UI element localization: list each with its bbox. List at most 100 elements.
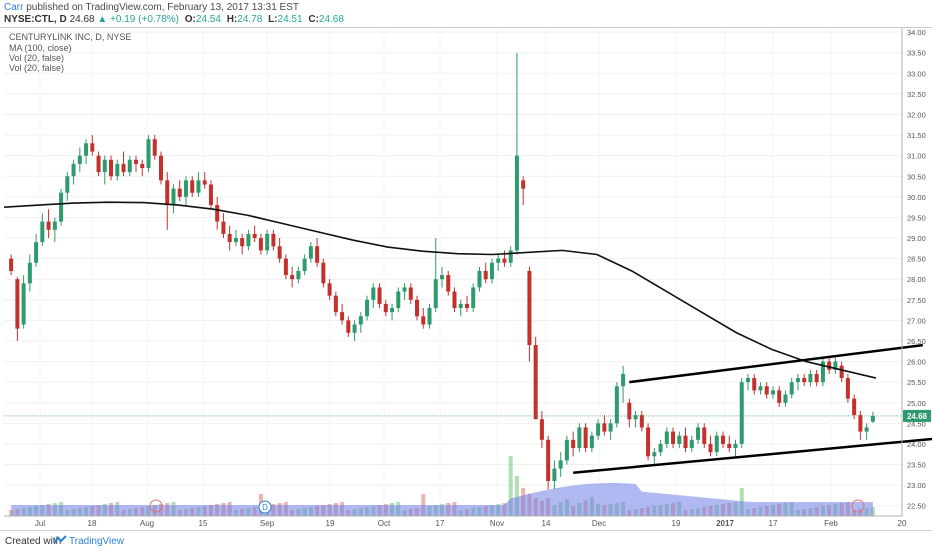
candle-body (271, 233, 276, 247)
x-tick-label: Aug (140, 519, 154, 528)
candle-body (833, 361, 838, 370)
legend-vol-1[interactable]: Vol (20, false) (9, 53, 65, 63)
candle-body (15, 279, 20, 329)
plot-area (4, 28, 902, 516)
tradingview-logo-icon (53, 535, 67, 549)
candle-body (758, 386, 763, 391)
candle-body (721, 435, 726, 444)
candle-body (115, 163, 120, 177)
candle-body (34, 242, 39, 263)
price-chart[interactable]: 34.00 33.50 33.00 32.50 32.00 31.50 31.00 30.50… (0, 0, 932, 530)
candles (9, 52, 875, 490)
candle-body (340, 312, 345, 321)
x-tick-label: Jul (35, 519, 45, 528)
high-label: H: (226, 14, 238, 25)
candle-body (333, 295, 338, 313)
x-tick-label: Oct (378, 519, 391, 528)
candle-body (127, 159, 132, 173)
x-tick-label: 2017 (716, 519, 734, 528)
y-tick-label: 30.50 (907, 172, 926, 181)
y-tick-label: 34.00 (907, 28, 926, 37)
candle-body (852, 398, 857, 416)
candle-body (202, 180, 207, 185)
candle-body (739, 382, 744, 444)
change-value: +0.19 (+0.78%) (110, 14, 179, 25)
trendline[interactable] (629, 343, 923, 384)
candle-body (9, 258, 14, 271)
y-tick-label: 32.50 (907, 90, 926, 99)
trendline[interactable] (573, 436, 932, 475)
volume-ma-area (11, 483, 873, 516)
symbol-label[interactable]: NYSE:CTL, D (4, 14, 67, 25)
candle-body (514, 155, 519, 251)
candle-body (327, 283, 332, 296)
y-tick-label: 24.00 (907, 440, 926, 449)
legend-ma[interactable]: MA (100, close) (9, 43, 72, 53)
volume-pane (9, 456, 875, 516)
candle-body (633, 415, 638, 420)
candle-body (59, 192, 64, 222)
candle-body (52, 221, 57, 230)
header-divider (0, 27, 932, 28)
candle-body (21, 283, 26, 325)
candle-body (165, 180, 170, 206)
y-tick-label: 33.00 (907, 69, 926, 78)
dividend-marker-2[interactable] (851, 499, 865, 513)
candle-body (96, 155, 101, 173)
candle-body (596, 423, 601, 436)
candle-body (777, 390, 782, 403)
candle-body (689, 439, 694, 449)
candle-body (152, 139, 157, 156)
candle-body (502, 258, 507, 263)
candle-body (671, 431, 676, 444)
candle-body (802, 378, 807, 383)
candle-body (708, 443, 713, 453)
author-link[interactable]: Carr (4, 2, 24, 13)
time-axis[interactable]: Jul 18 Aug 15 Sep 19 Oct 17 Nov 14 Dec 19 2017 17 Feb 2… (4, 515, 907, 528)
candle-body (508, 250, 513, 263)
last-price-tag (903, 409, 931, 422)
trendlines (573, 343, 932, 475)
footer: Created with TradingView (0, 530, 932, 551)
candle-body (321, 262, 326, 284)
candle-body (696, 427, 701, 440)
candle-body (571, 439, 576, 449)
candle-body (677, 435, 682, 444)
candle-body (496, 258, 501, 263)
low-value: 24.51 (277, 14, 303, 25)
candle-body (639, 415, 644, 428)
candle-body (121, 163, 126, 173)
legend-symbol[interactable]: CENTURYLINK INC, D, NYSE (9, 32, 132, 42)
candle-body (589, 435, 594, 449)
y-tick-label: 28.00 (907, 275, 926, 284)
candle-body (827, 361, 832, 370)
y-tick-label: 25.00 (907, 399, 926, 408)
candle-body (215, 205, 220, 222)
candle-body (358, 316, 363, 325)
candle-body (315, 246, 320, 263)
candle-body (646, 427, 651, 457)
published-text: published on TradingView.com, February 1… (26, 2, 299, 13)
high-value: 24.78 (237, 14, 263, 25)
candle-body (664, 431, 669, 444)
price-axis[interactable]: 34.00 33.50 33.00 32.50 32.00 31.50 31.00 30.50… (901, 28, 931, 516)
candle-body (752, 378, 757, 391)
candle-body (839, 365, 844, 379)
x-tick-label: 14 (542, 519, 551, 528)
candle-body (764, 386, 769, 395)
candle-body (290, 275, 295, 280)
legend-vol-2[interactable]: Vol (20, false) (9, 63, 65, 73)
candle-body (658, 443, 663, 453)
y-tick-label: 26.50 (907, 337, 926, 346)
dividend-marker[interactable] (149, 499, 163, 513)
candle-body (390, 308, 395, 313)
tradingview-brand-link[interactable]: TradingView (69, 536, 125, 547)
earnings-marker[interactable] (258, 500, 272, 514)
up-arrow-icon: ▲ (97, 14, 108, 25)
candle-body (783, 394, 788, 403)
publish-line: Carr published on TradingView.com, Febru… (4, 2, 299, 13)
candle-body (183, 180, 188, 197)
low-label: L: (268, 14, 278, 25)
candle-body (77, 155, 82, 164)
candle-body (196, 180, 201, 193)
